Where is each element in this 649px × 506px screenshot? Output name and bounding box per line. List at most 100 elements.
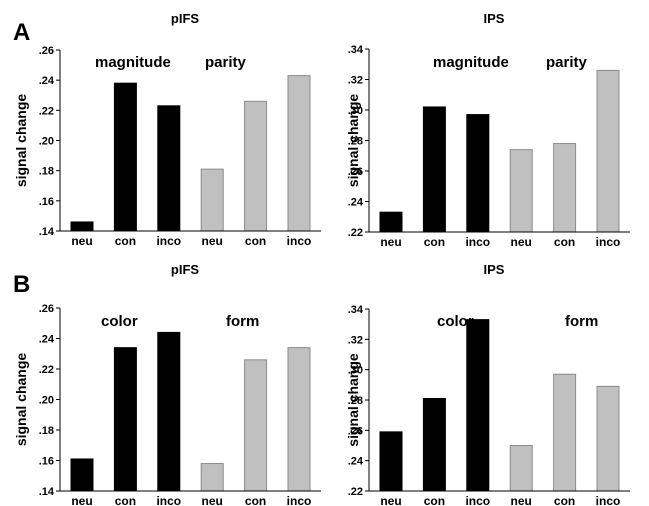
chart-2: IPS signal change neu con inco neu con inco .22.… <box>345 11 630 249</box>
category-label: inco <box>465 235 490 249</box>
bar <box>422 397 446 492</box>
y-tick-label: .26 <box>39 303 54 315</box>
y-tick-label: .28 <box>348 136 363 148</box>
bar <box>287 347 311 492</box>
bar <box>466 114 490 233</box>
y-tick-label: .18 <box>39 425 54 437</box>
bar <box>509 445 533 492</box>
y-tick-label: .26 <box>348 425 363 437</box>
bar <box>244 100 268 232</box>
category-label: con <box>115 494 136 506</box>
category-label: neu <box>202 494 223 506</box>
y-tick-label: .22 <box>39 105 54 117</box>
bar <box>200 463 224 492</box>
y-tick-label: .26 <box>348 166 363 178</box>
y-tick-label: .22 <box>39 364 54 376</box>
category-label: con <box>554 494 575 506</box>
bar <box>553 143 577 233</box>
category-label: neu <box>511 494 532 506</box>
y-tick-label: .16 <box>39 456 54 468</box>
y-tick-label: .34 <box>348 44 364 56</box>
bar <box>466 319 490 492</box>
category-label: neu <box>380 235 401 249</box>
bar <box>200 168 224 232</box>
y-tick-label: .24 <box>348 197 364 209</box>
y-axis-label: signal change <box>13 353 29 447</box>
category-label: inco <box>287 234 312 248</box>
category-label: con <box>245 494 266 506</box>
category-label: inco <box>596 494 621 506</box>
y-tick-label: .20 <box>39 136 54 148</box>
bar <box>287 75 311 232</box>
y-tick-label: .24 <box>39 334 55 346</box>
category-label: inco <box>156 494 181 506</box>
bar <box>596 385 620 492</box>
bar <box>70 458 94 492</box>
group-label: parity <box>205 54 247 71</box>
category-label: neu <box>202 234 223 248</box>
bar <box>379 211 403 233</box>
y-tick-label: .32 <box>348 75 363 87</box>
bar <box>553 373 577 492</box>
group-label: color <box>101 313 138 330</box>
bar <box>509 149 533 233</box>
group-label: form <box>226 313 259 330</box>
y-tick-label: .20 <box>39 395 54 407</box>
category-label: inco <box>465 494 490 506</box>
chart-4: IPS signal change neu con inco neu con inco .22.… <box>345 262 630 506</box>
category-label: con <box>424 494 445 506</box>
y-tick-label: .30 <box>348 365 363 377</box>
category-label: con <box>554 235 575 249</box>
bar <box>157 105 181 232</box>
bar <box>596 69 620 233</box>
y-axis-label: signal change <box>345 353 361 447</box>
panel-letter-a: A <box>13 19 30 46</box>
group-label: parity <box>546 54 588 71</box>
y-tick-label: .32 <box>348 334 363 346</box>
chart-title: pIFS <box>171 11 199 26</box>
chart-1: pIFS signal change neu con inco neu con inco .14… <box>13 11 321 248</box>
y-tick-label: .26 <box>39 45 54 57</box>
chart-3: pIFS signal change neu con inco neu con inco .14… <box>13 262 321 506</box>
y-axis-label: signal change <box>13 94 29 188</box>
y-tick-label: .14 <box>39 226 55 238</box>
category-label: neu <box>71 494 92 506</box>
category-label: inco <box>287 494 312 506</box>
chart-title: IPS <box>484 262 505 277</box>
category-label: neu <box>511 235 532 249</box>
category-label: neu <box>380 494 401 506</box>
category-label: inco <box>596 235 621 249</box>
y-tick-label: .28 <box>348 395 363 407</box>
y-tick-label: .18 <box>39 166 54 178</box>
group-label: magnitude <box>95 54 171 71</box>
y-tick-label: .16 <box>39 196 54 208</box>
y-tick-label: .34 <box>348 304 364 316</box>
y-tick-label: .22 <box>348 227 363 239</box>
y-tick-label: .24 <box>348 456 364 468</box>
charts-container: pIFS signal change neu con inco neu con inco .14… <box>13 11 630 506</box>
bar <box>157 331 181 492</box>
group-label: magnitude <box>433 54 509 71</box>
chart-title: pIFS <box>171 262 199 277</box>
bar <box>422 106 446 233</box>
group-label: color <box>437 313 474 330</box>
bar <box>113 82 137 232</box>
group-label: form <box>565 313 598 330</box>
y-tick-label: .24 <box>39 75 55 87</box>
category-label: con <box>245 234 266 248</box>
category-label: neu <box>71 234 92 248</box>
bar <box>113 347 137 492</box>
category-label: inco <box>156 234 181 248</box>
panel-letter-b: B <box>13 271 30 298</box>
chart-title: IPS <box>484 11 505 26</box>
category-label: con <box>424 235 445 249</box>
bar <box>70 221 94 232</box>
y-tick-label: .22 <box>348 486 363 498</box>
bar <box>379 431 403 492</box>
category-label: con <box>115 234 136 248</box>
y-tick-label: .30 <box>348 105 363 117</box>
y-tick-label: .14 <box>39 486 55 498</box>
bar <box>244 359 268 492</box>
y-axis-label: signal change <box>345 94 361 188</box>
